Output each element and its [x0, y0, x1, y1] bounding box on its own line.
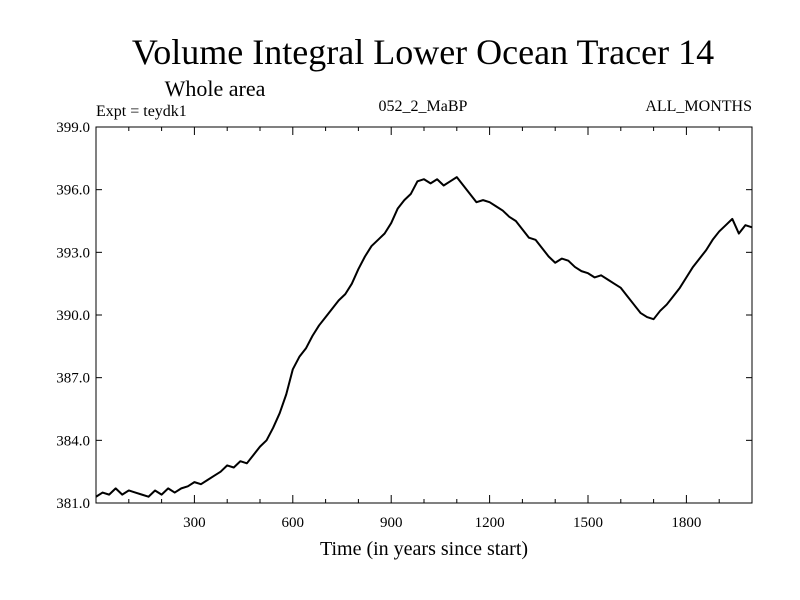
y-tick-label: 399.0 [56, 120, 90, 136]
y-axis: 381.0 384.0 387.0 390.0 393.0 396.0 399.0 [56, 120, 752, 512]
expt-label: Expt = teydk1 [96, 103, 187, 120]
y-tick-label: 387.0 [56, 371, 90, 387]
x-tick-label: 1500 [573, 515, 603, 531]
plot-frame [95, 126, 753, 504]
chart-subtitle: Whole area [165, 76, 266, 101]
y-tick-label: 393.0 [56, 245, 90, 261]
x-axis: 300 600 900 1200 1500 1800 [128, 127, 720, 531]
x-axis-label: Time (in years since start) [320, 538, 528, 560]
months-label: ALL_MONTHS [645, 98, 752, 115]
x-tick-label: 600 [282, 515, 305, 531]
x-tick-label: 1800 [671, 515, 701, 531]
y-tick-label: 390.0 [56, 308, 90, 324]
y-tick-label: 384.0 [56, 433, 90, 449]
x-tick-label: 1200 [475, 515, 505, 531]
chart-title: Volume Integral Lower Ocean Tracer 14 [132, 32, 714, 72]
period-label: 052_2_MaBP [379, 98, 468, 115]
y-tick-label: 396.0 [56, 183, 90, 199]
y-tick-label: 381.0 [56, 496, 90, 512]
x-tick-label: 900 [380, 515, 403, 531]
x-tick-label: 300 [183, 515, 206, 531]
series-line [95, 176, 753, 498]
